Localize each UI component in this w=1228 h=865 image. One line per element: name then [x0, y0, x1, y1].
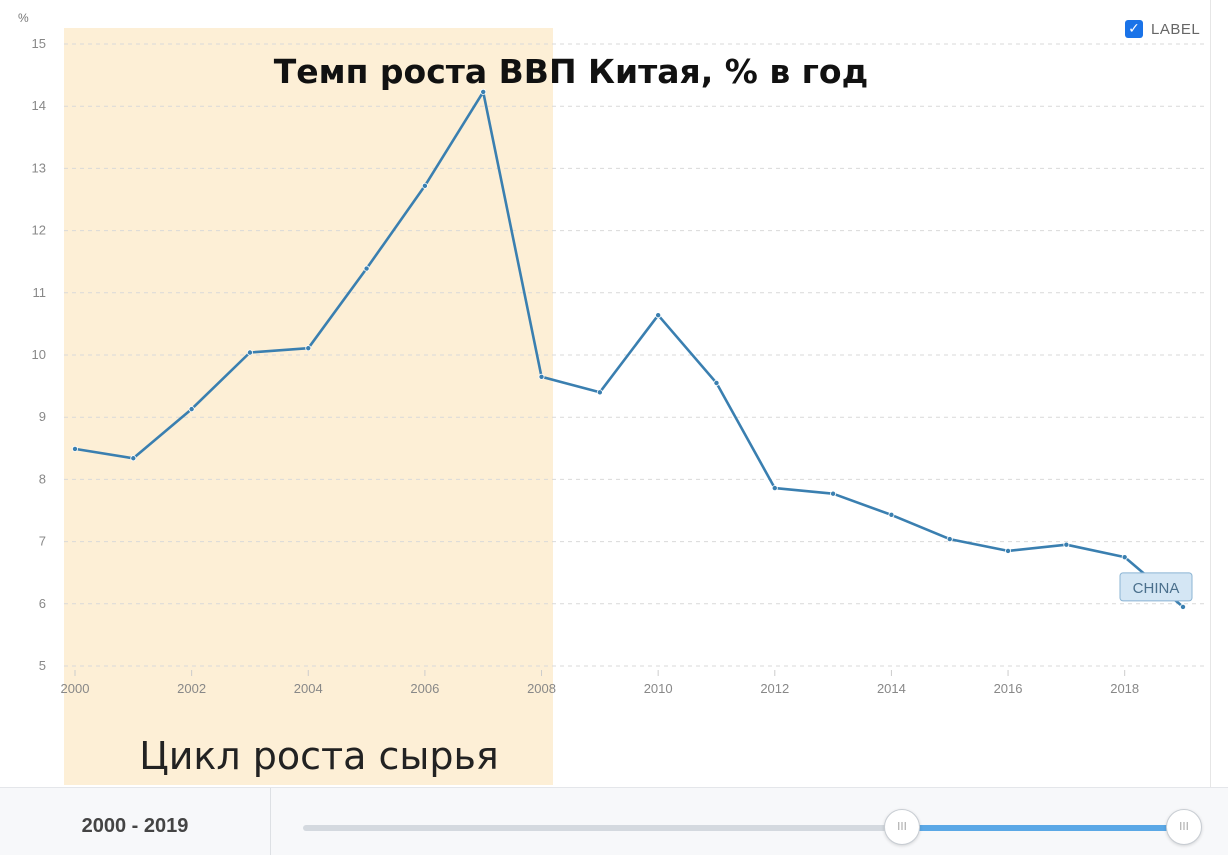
data-point[interactable] [830, 490, 837, 497]
data-point[interactable] [246, 349, 253, 356]
x-tick-label: 2002 [177, 681, 206, 696]
data-point[interactable] [363, 265, 370, 272]
x-tick-label: 2006 [410, 681, 439, 696]
chart-title: Темп роста ВВП Китая, % в год [274, 52, 869, 91]
data-point[interactable] [1063, 541, 1070, 548]
data-point[interactable] [188, 406, 195, 413]
y-tick-label: 11 [33, 285, 47, 300]
data-point[interactable] [1121, 554, 1128, 561]
y-tick-label: 14 [32, 98, 46, 113]
y-axis-label: % [18, 11, 29, 25]
y-tick-label: 5 [39, 658, 46, 673]
data-point[interactable] [72, 445, 79, 452]
chart-border [1210, 0, 1211, 787]
legend-toggle[interactable]: ✓ LABEL [1125, 20, 1200, 38]
y-tick-label: 15 [32, 36, 46, 51]
y-tick-label: 13 [32, 160, 46, 175]
data-point[interactable] [596, 389, 603, 396]
band-label: Цикл роста сырья [139, 734, 499, 778]
data-point[interactable] [538, 373, 545, 380]
x-tick-label: 2000 [61, 681, 90, 696]
chart-area: 5 6 7 8 9 10 11 12 13 14 15% 2000 2002 2004 2006 2008 20… [18, 11, 1205, 785]
data-point[interactable] [946, 536, 953, 543]
y-tick-label: 8 [39, 471, 46, 486]
x-tick-label: 2008 [527, 681, 556, 696]
legend-label: LABEL [1151, 20, 1201, 38]
chart-svg: 5 6 7 8 9 10 11 12 13 14 15% 2000 2002 2004 2006 2008 20… [18, 11, 1205, 785]
y-tick-label: 6 [39, 596, 46, 611]
slider-right-handle[interactable]: III [1166, 809, 1202, 845]
data-point[interactable] [421, 182, 428, 189]
data-point[interactable] [713, 379, 720, 386]
slider-left-handle[interactable]: III [884, 809, 920, 845]
range-slider: 2000 - 2019 III III [0, 787, 1228, 855]
x-tick-label: 2016 [994, 681, 1023, 696]
data-point[interactable] [888, 511, 895, 518]
data-point[interactable] [1005, 547, 1012, 554]
legend-checkbox[interactable]: ✓ [1125, 20, 1143, 38]
data-point[interactable] [655, 312, 662, 319]
range-label: 2000 - 2019 [0, 788, 271, 855]
series-label-box [1119, 572, 1193, 602]
x-tick-label: 2014 [877, 681, 906, 696]
y-tick-label: 10 [32, 347, 46, 362]
x-tick-label: 2010 [644, 681, 673, 696]
data-point[interactable] [305, 345, 312, 352]
slider-track[interactable] [303, 825, 1183, 831]
data-point[interactable] [130, 455, 137, 462]
y-tick-label: 12 [32, 223, 46, 238]
y-tick-label: 9 [39, 409, 46, 424]
series-label-china: CHINA [1133, 580, 1180, 597]
data-point[interactable] [1180, 603, 1187, 610]
x-tick-label: 2004 [294, 681, 323, 696]
slider-selected-range [903, 825, 1183, 831]
data-point[interactable] [771, 485, 778, 492]
series-line-china [74, 90, 1184, 608]
data-point[interactable] [480, 88, 487, 95]
x-tick-label: 2018 [1110, 681, 1139, 696]
x-tick-label: 2012 [760, 681, 789, 696]
y-tick-label: 7 [39, 534, 46, 549]
commodity-cycle-band [64, 28, 553, 785]
